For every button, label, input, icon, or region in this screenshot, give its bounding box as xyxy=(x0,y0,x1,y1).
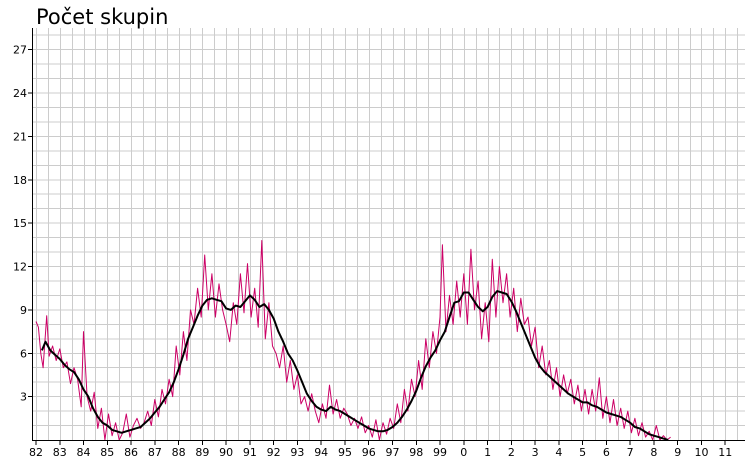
y-tick-label: 27 xyxy=(13,44,27,57)
x-tick-label: 82 xyxy=(29,446,43,459)
x-tick-label: 9 xyxy=(674,446,681,459)
y-tick-label: 3 xyxy=(20,391,27,404)
x-tick-label: 1 xyxy=(484,446,491,459)
x-tick-label: 5 xyxy=(579,446,586,459)
x-tick-label: 11 xyxy=(718,446,732,459)
x-tick-label: 6 xyxy=(603,446,610,459)
x-tick-label: 97 xyxy=(386,446,400,459)
y-tick-label: 6 xyxy=(20,347,27,360)
x-tick-label: 87 xyxy=(148,446,162,459)
smoothed-series-line xyxy=(40,290,669,441)
x-tick-label: 4 xyxy=(555,446,562,459)
x-tick-label: 94 xyxy=(314,446,328,459)
x-tick-label: 92 xyxy=(267,446,281,459)
y-tick-label: 9 xyxy=(20,304,27,317)
y-tick-label: 24 xyxy=(13,87,27,100)
x-tick-label: 10 xyxy=(694,446,708,459)
x-tick-label: 98 xyxy=(409,446,423,459)
x-tick-label: 83 xyxy=(53,446,67,459)
x-tick-label: 93 xyxy=(290,446,304,459)
x-tick-label: 96 xyxy=(362,446,376,459)
x-tick-label: 90 xyxy=(219,446,233,459)
x-tick-label: 7 xyxy=(627,446,634,459)
x-tick-label: 84 xyxy=(77,446,91,459)
x-tick-label: 8 xyxy=(650,446,657,459)
x-tick-label: 88 xyxy=(172,446,186,459)
y-tick-label: 15 xyxy=(13,217,27,230)
x-tick-label: 3 xyxy=(532,446,539,459)
axis-layer xyxy=(28,28,745,445)
chart-title: Počet skupin xyxy=(36,5,169,29)
x-tick-label: 85 xyxy=(100,446,114,459)
y-tick-label: 21 xyxy=(13,130,27,143)
x-tick-label: 89 xyxy=(195,446,209,459)
x-tick-label: 2 xyxy=(508,446,515,459)
series-layer xyxy=(35,240,671,441)
x-tick-label: 95 xyxy=(338,446,352,459)
x-tick-label: 86 xyxy=(124,446,138,459)
raw-series-line xyxy=(35,240,671,441)
x-tick-label: 91 xyxy=(243,446,257,459)
grid-layer xyxy=(32,28,745,440)
y-tick-label: 12 xyxy=(13,261,27,274)
x-tick-label: 99 xyxy=(433,446,447,459)
x-tick-label: 0 xyxy=(460,446,467,459)
y-tick-label: 18 xyxy=(13,174,27,187)
